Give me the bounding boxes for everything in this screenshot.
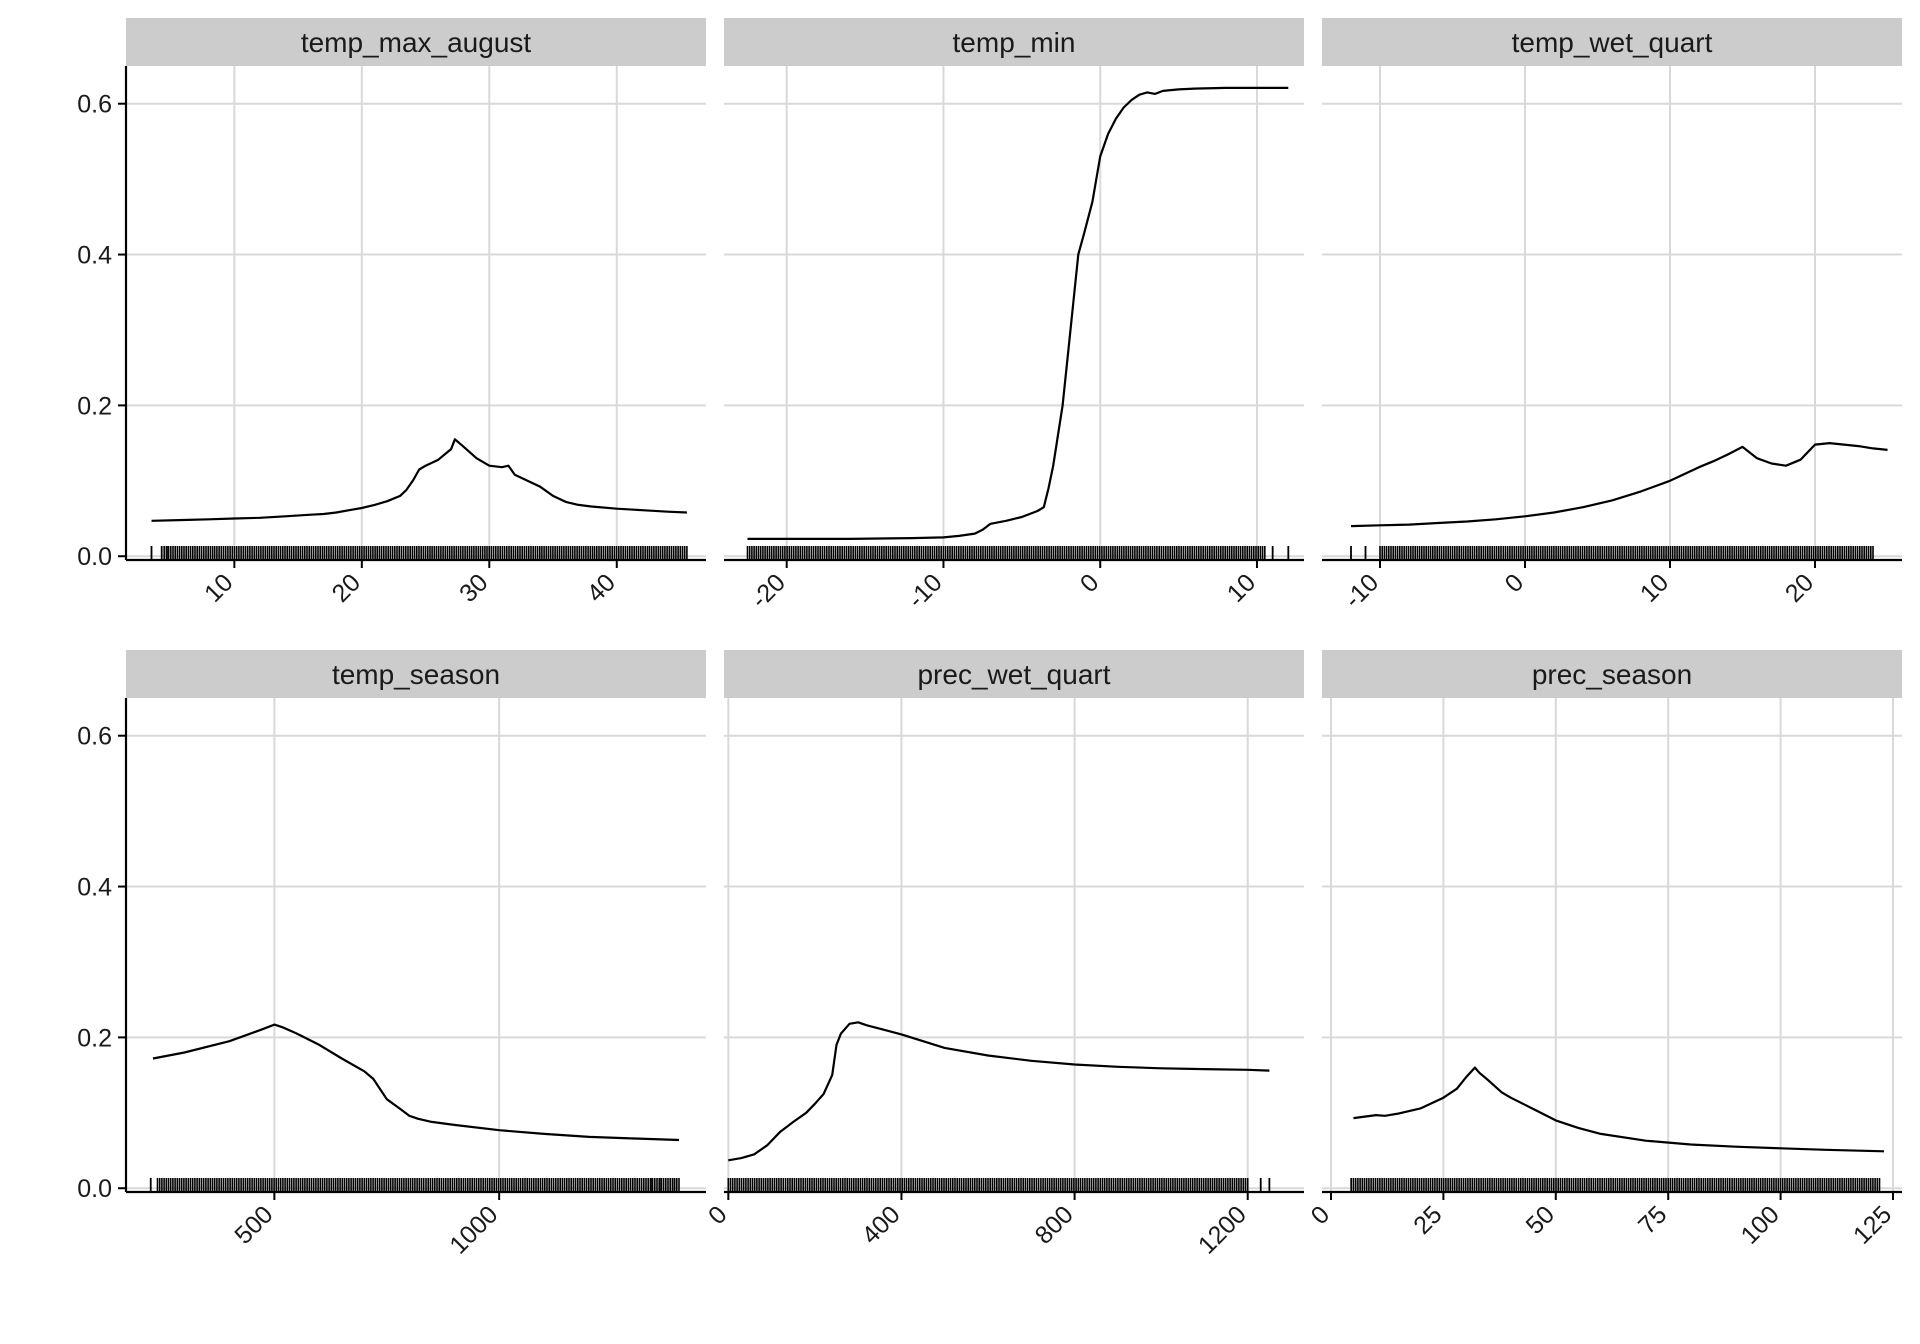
y-tick-label: 0.4 <box>77 874 112 902</box>
y-tick-label: 0.6 <box>77 91 112 119</box>
y-tick-label: 0.0 <box>77 543 112 571</box>
facet-title: prec_season <box>1532 659 1692 690</box>
rug-marks <box>1350 1178 1881 1192</box>
rug-marks <box>727 1178 1271 1192</box>
y-tick-label: 0.6 <box>77 723 112 751</box>
facet-strip <box>1322 650 1902 698</box>
rug-marks <box>1350 546 1874 560</box>
y-tick-label: 0.2 <box>77 1024 112 1052</box>
facet-title: temp_max_august <box>301 27 532 58</box>
rug-dense <box>746 546 1266 560</box>
facet-strip <box>1322 18 1902 66</box>
series-line <box>1353 1066 1885 1153</box>
rug-dense <box>1352 1178 1881 1192</box>
series-line <box>1350 442 1888 528</box>
facet-strip <box>126 650 706 698</box>
rug-dense <box>156 1178 680 1192</box>
facet-title: temp_season <box>332 659 500 690</box>
rug-marks <box>150 546 688 560</box>
series-line <box>728 1021 1270 1162</box>
rug-dense <box>163 546 688 560</box>
y-tick-label: 0.4 <box>77 242 112 270</box>
series-line <box>747 86 1289 540</box>
facet-title: prec_wet_quart <box>917 659 1110 690</box>
y-tick-label: 0.2 <box>77 392 112 420</box>
rug-marks <box>149 1178 680 1192</box>
rug-marks <box>746 546 1290 560</box>
series-line <box>152 1023 680 1142</box>
series-line <box>151 438 687 522</box>
facet-title: temp_wet_quart <box>1512 27 1713 58</box>
y-tick-label: 0.0 <box>77 1175 112 1203</box>
facet-strip <box>724 650 1304 698</box>
facet-strip <box>126 18 706 66</box>
rug-dense <box>1379 546 1874 560</box>
facet-strip <box>724 18 1304 66</box>
facet-title: temp_min <box>953 27 1076 58</box>
rug-dense <box>727 1178 1249 1192</box>
